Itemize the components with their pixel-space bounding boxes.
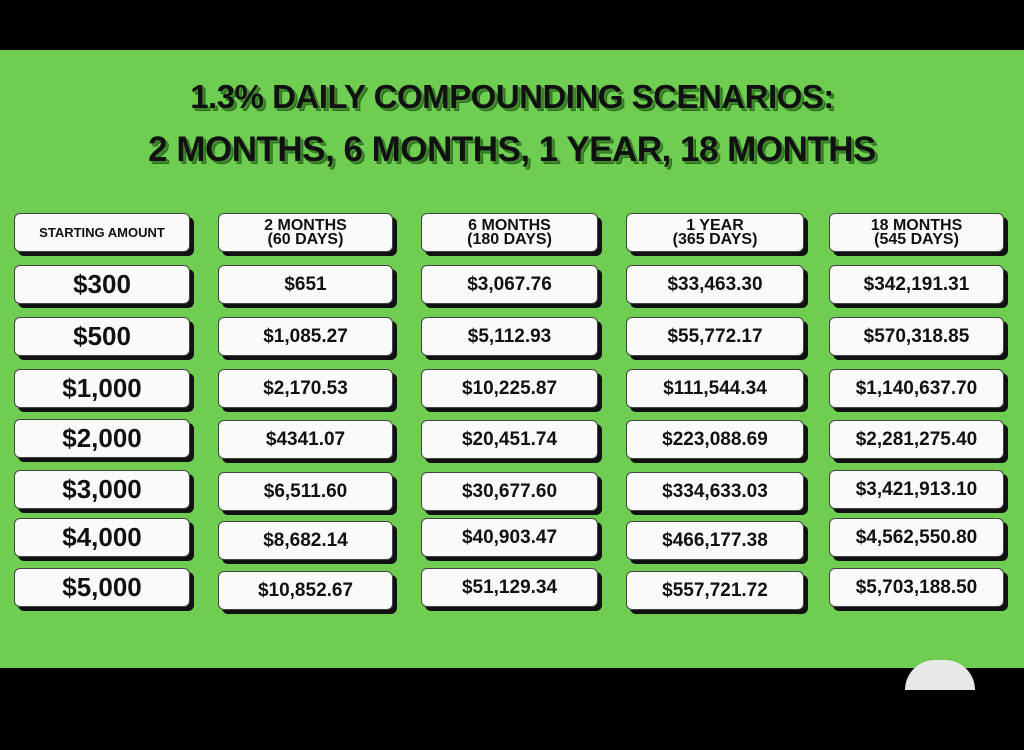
- value-18-months: $342,191.31: [829, 265, 1004, 304]
- value-1-year: $334,633.03: [626, 472, 804, 511]
- starting-amount-cell: $3,000: [14, 470, 190, 509]
- header-starting-amount: STARTING AMOUNT: [14, 213, 190, 252]
- value-18-months: $570,318.85: [829, 317, 1004, 356]
- value-2-months: $651: [218, 265, 393, 304]
- header-label: 1 YEAR: [686, 216, 744, 234]
- header-label: STARTING AMOUNT: [39, 224, 165, 240]
- starting-amount-cell: $4,000: [14, 518, 190, 557]
- value-18-months: $1,140,637.70: [829, 369, 1004, 408]
- header-sublabel: (60 DAYS): [267, 230, 344, 248]
- value-18-months: $3,421,913.10: [829, 470, 1004, 509]
- value-1-year: $557,721.72: [626, 571, 804, 610]
- value-1-year: $111,544.34: [626, 369, 804, 408]
- starting-amount-cell: $300: [14, 265, 190, 304]
- value-1-year: $55,772.17: [626, 317, 804, 356]
- header-sublabel: (180 DAYS): [467, 230, 552, 248]
- header-label: 6 MONTHS: [468, 216, 551, 234]
- title-line-1: 1.3% DAILY COMPOUNDING SCENARIOS:: [190, 78, 834, 115]
- starting-amount-cell: $1,000: [14, 369, 190, 408]
- value-1-year: $223,088.69: [626, 420, 804, 459]
- top-black-bar: [0, 0, 1024, 50]
- bottom-black-bar: [0, 668, 1024, 750]
- value-6-months: $40,903.47: [421, 518, 598, 557]
- value-6-months: $10,225.87: [421, 369, 598, 408]
- header-sublabel: (545 DAYS): [874, 230, 959, 248]
- title-line-2: 2 MONTHS, 6 MONTHS, 1 YEAR, 18 MONTHS: [148, 130, 876, 169]
- header-1-year: 1 YEAR (365 DAYS): [626, 213, 804, 252]
- value-18-months: $5,703,188.50: [829, 568, 1004, 607]
- value-6-months: $30,677.60: [421, 472, 598, 511]
- value-6-months: $51,129.34: [421, 568, 598, 607]
- header-18-months: 18 MONTHS (545 DAYS): [829, 213, 1004, 252]
- header-6-months: 6 MONTHS (180 DAYS): [421, 213, 598, 252]
- header-label: 18 MONTHS: [870, 216, 963, 234]
- value-6-months: $3,067.76: [421, 265, 598, 304]
- value-2-months: $10,852.67: [218, 571, 393, 610]
- value-18-months: $4,562,550.80: [829, 518, 1004, 557]
- value-18-months: $2,281,275.40: [829, 420, 1004, 459]
- header-sublabel: (365 DAYS): [672, 230, 758, 248]
- value-2-months: $6,511.60: [218, 472, 393, 511]
- starting-amount-cell: $2,000: [14, 419, 190, 458]
- header-2-months: 2 MONTHS (60 DAYS): [218, 213, 393, 252]
- value-2-months: $4341.07: [218, 420, 393, 459]
- value-6-months: $5,112.93: [421, 317, 598, 356]
- starting-amount-cell: $500: [14, 317, 190, 356]
- value-1-year: $33,463.30: [626, 265, 804, 304]
- value-1-year: $466,177.38: [626, 521, 804, 560]
- value-2-months: $1,085.27: [218, 317, 393, 356]
- header-label: 2 MONTHS: [264, 216, 347, 234]
- starting-amount-cell: $5,000: [14, 568, 190, 607]
- value-2-months: $2,170.53: [218, 369, 393, 408]
- value-2-months: $8,682.14: [218, 521, 393, 560]
- value-6-months: $20,451.74: [421, 420, 598, 459]
- green-panel: [0, 50, 1024, 668]
